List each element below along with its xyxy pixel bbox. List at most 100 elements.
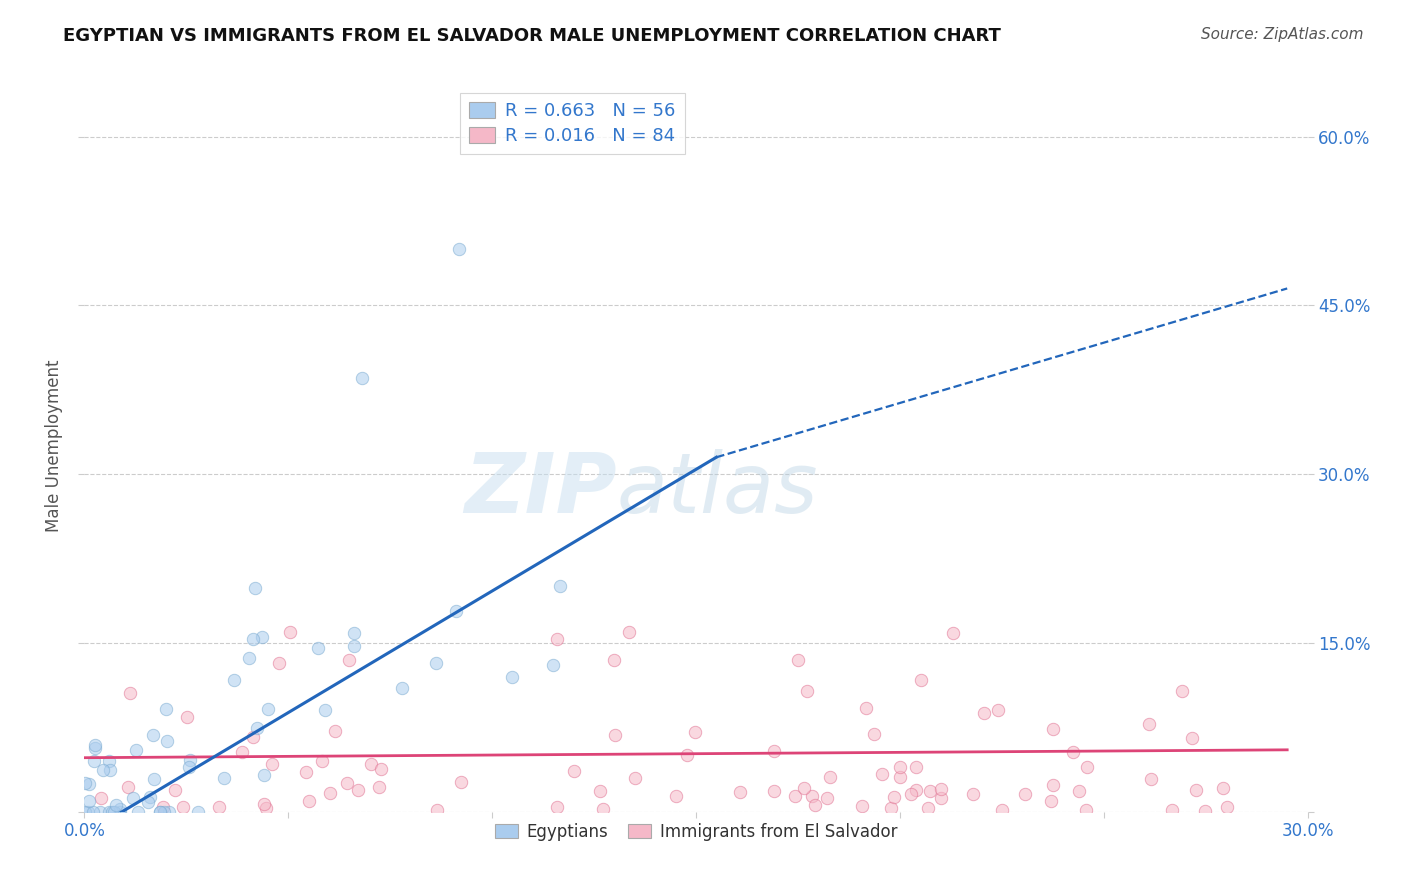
Point <box>172 800 194 814</box>
Point <box>311 754 333 768</box>
Point <box>1185 783 1208 797</box>
Point <box>502 670 524 684</box>
Point <box>336 776 359 790</box>
Point <box>117 780 139 794</box>
Point <box>238 651 260 665</box>
Point <box>783 789 806 803</box>
Point <box>83 741 105 756</box>
Point <box>793 780 815 795</box>
Point <box>360 756 382 771</box>
Point <box>879 801 901 815</box>
Point <box>110 805 132 819</box>
Point <box>73 805 96 819</box>
Point <box>962 787 984 801</box>
Point <box>97 805 120 819</box>
Point <box>319 786 342 800</box>
Point <box>103 805 125 819</box>
Point <box>855 701 877 715</box>
Point <box>350 371 373 385</box>
Point <box>368 780 391 795</box>
Point <box>242 632 264 647</box>
Point <box>929 782 952 797</box>
Text: EGYPTIAN VS IMMIGRANTS FROM EL SALVADOR MALE UNEMPLOYMENT CORRELATION CHART: EGYPTIAN VS IMMIGRANTS FROM EL SALVADOR … <box>63 27 1001 45</box>
Point <box>187 805 209 819</box>
Point <box>108 802 131 816</box>
Point <box>973 706 995 721</box>
Point <box>665 789 688 803</box>
Point <box>149 805 172 819</box>
Point <box>1215 799 1237 814</box>
Point <box>222 673 245 688</box>
Point <box>851 799 873 814</box>
Point <box>176 710 198 724</box>
Point <box>1042 778 1064 792</box>
Point <box>254 801 277 815</box>
Point <box>260 757 283 772</box>
Point <box>242 730 264 744</box>
Point <box>314 703 336 717</box>
Point <box>257 702 280 716</box>
Point <box>603 653 626 667</box>
Point <box>165 783 187 797</box>
Point <box>246 721 269 735</box>
Point <box>730 785 752 799</box>
Point <box>231 745 253 759</box>
Point <box>550 579 572 593</box>
Point <box>900 788 922 802</box>
Point <box>152 800 174 814</box>
Point <box>253 768 276 782</box>
Point <box>546 632 568 647</box>
Point <box>1067 784 1090 798</box>
Point <box>343 639 366 653</box>
Legend: Egyptians, Immigrants from El Salvador: Egyptians, Immigrants from El Salvador <box>488 816 904 847</box>
Point <box>426 803 449 817</box>
Point <box>450 774 472 789</box>
Point <box>815 791 838 805</box>
Point <box>73 775 96 789</box>
Point <box>1042 722 1064 736</box>
Point <box>904 782 927 797</box>
Point <box>82 805 104 819</box>
Point <box>1194 804 1216 818</box>
Text: ZIP: ZIP <box>464 450 616 531</box>
Point <box>323 724 346 739</box>
Point <box>156 734 179 748</box>
Point <box>391 681 413 695</box>
Point <box>883 790 905 805</box>
Point <box>617 624 640 639</box>
Point <box>1039 794 1062 808</box>
Point <box>676 747 699 762</box>
Point <box>157 805 180 819</box>
Point <box>1140 772 1163 786</box>
Point <box>77 794 100 808</box>
Point <box>991 803 1014 817</box>
Point <box>804 798 827 813</box>
Point <box>253 797 276 811</box>
Point <box>800 789 823 803</box>
Point <box>245 581 267 595</box>
Point <box>818 770 841 784</box>
Point <box>762 784 785 798</box>
Point <box>153 805 176 819</box>
Point <box>889 760 911 774</box>
Point <box>97 755 120 769</box>
Point <box>139 790 162 805</box>
Point <box>763 744 786 758</box>
Point <box>910 673 932 687</box>
Text: atlas: atlas <box>616 450 818 531</box>
Point <box>449 242 471 256</box>
Point <box>889 770 911 784</box>
Point <box>295 764 318 779</box>
Point <box>444 604 467 618</box>
Point <box>863 727 886 741</box>
Point <box>562 764 585 778</box>
Point <box>124 743 146 757</box>
Point <box>425 656 447 670</box>
Point <box>104 797 127 812</box>
Point <box>76 805 98 819</box>
Point <box>298 794 321 808</box>
Y-axis label: Male Unemployment: Male Unemployment <box>45 359 63 533</box>
Point <box>605 728 627 742</box>
Point <box>796 684 818 698</box>
Point <box>870 767 893 781</box>
